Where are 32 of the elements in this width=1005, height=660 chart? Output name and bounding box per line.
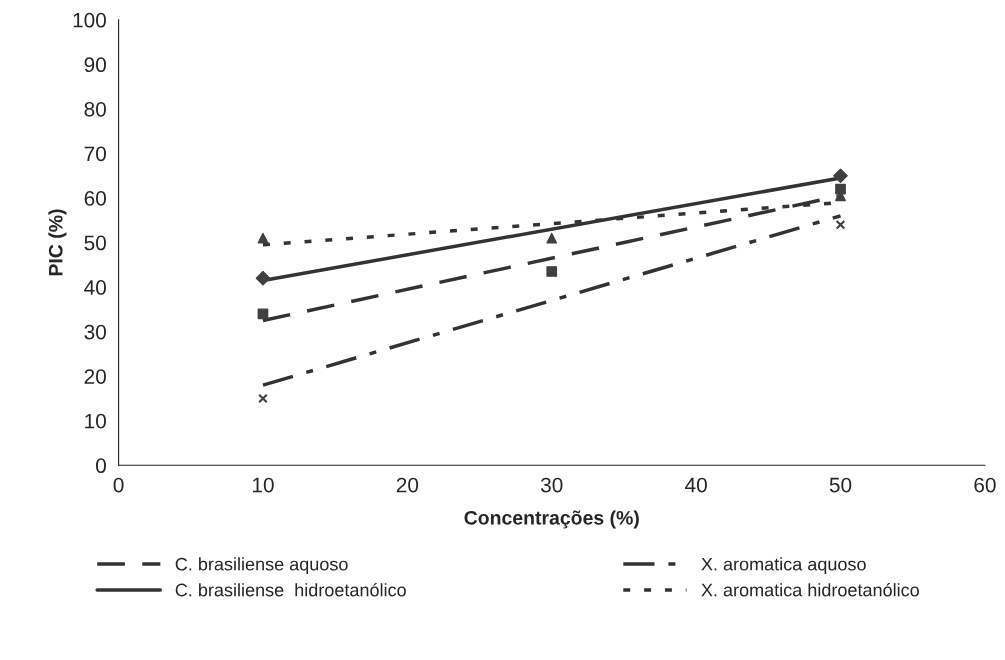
x-tick-label: 50 [829, 477, 852, 493]
y-tick-label: 30 [84, 324, 106, 340]
y-tick-label: 70 [84, 146, 106, 162]
x-axis-title: Concentrações (%) [464, 510, 639, 529]
x-tick-label: 60 [974, 477, 996, 493]
point [257, 232, 269, 244]
x-tick-label: 40 [685, 477, 707, 493]
y-tick-label: 10 [85, 413, 106, 429]
y-tick-label: 80 [84, 101, 106, 117]
y-tick-label: 20 [84, 369, 106, 384]
legend-label: C. brasiliense hidroetanólico [175, 582, 406, 597]
point [255, 270, 271, 286]
x-tick-label: 10 [252, 477, 274, 493]
x-tick-label: 20 [396, 477, 419, 493]
y-axis-title: PIC (%) [48, 209, 67, 276]
y-tick-label: 40 [84, 280, 106, 295]
point [257, 308, 269, 320]
x-tick-label: 0 [113, 477, 124, 493]
point [546, 232, 558, 244]
y-tick-label: 60 [84, 191, 106, 206]
legend-label: C. brasiliense aquoso [175, 557, 348, 575]
y-tick-label: 90 [84, 57, 106, 73]
legend-label: X. aromatica hidroetanólico [701, 582, 919, 597]
point [258, 393, 268, 404]
y-tick-label: 0 [96, 458, 106, 474]
point [835, 219, 846, 230]
y-tick-label: 100 [73, 12, 106, 28]
point [833, 168, 848, 184]
y-tick-label: 50 [84, 235, 106, 251]
legend-label: X. aromatica aquoso [701, 557, 866, 575]
x-tick-label: 30 [540, 477, 563, 493]
point [546, 266, 558, 277]
